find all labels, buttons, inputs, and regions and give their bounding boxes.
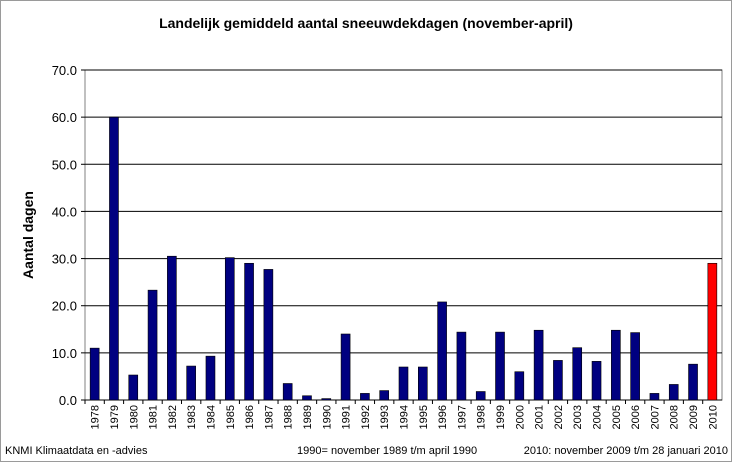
x-tick-label-2000: 2000 (514, 405, 526, 429)
bar-2000 (514, 371, 525, 401)
bar-1990 (321, 398, 332, 401)
bar-1980 (128, 374, 139, 401)
x-tick-label-1981: 1981 (148, 405, 160, 429)
chart-title: Landelijk gemiddeld aantal sneeuwdekdage… (159, 15, 573, 31)
x-tick-label-2002: 2002 (553, 405, 565, 429)
bar-2009 (688, 363, 698, 401)
y-tick-label: 10.0 (52, 346, 77, 361)
bar-2002 (553, 360, 563, 401)
bar-1992 (360, 393, 370, 401)
x-tick-label-1998: 1998 (476, 405, 488, 429)
x-tick-label-2001: 2001 (534, 405, 546, 429)
x-tick-label-1995: 1995 (418, 405, 430, 429)
bar-1991 (340, 333, 351, 401)
bar-1983 (186, 365, 196, 401)
x-tick-label-2003: 2003 (572, 405, 584, 429)
x-tick-label-1990: 1990 (321, 405, 333, 429)
note-2010: 2010: november 2009 t/m 28 januari 2010 (524, 445, 728, 457)
x-tick-label-1992: 1992 (360, 405, 372, 429)
note-1990: 1990= november 1989 t/m april 1990 (297, 445, 477, 457)
x-tick-label-1997: 1997 (456, 405, 468, 429)
x-tick-label-1982: 1982 (167, 405, 179, 429)
x-tick-label-1985: 1985 (225, 405, 237, 429)
bar-1989 (302, 395, 312, 401)
x-tick-label-1994: 1994 (399, 405, 411, 429)
x-tick-label-1991: 1991 (341, 405, 353, 429)
bar-2010 (707, 262, 718, 401)
x-tick-label-1996: 1996 (437, 405, 449, 429)
bar-2007 (649, 393, 660, 401)
bar-1982 (167, 255, 177, 401)
gridlines (81, 69, 723, 401)
x-tick-label-1987: 1987 (263, 405, 275, 429)
x-tick-label-2006: 2006 (630, 405, 642, 429)
bar-2003 (572, 347, 583, 401)
bar-1978 (89, 347, 100, 401)
x-tick-label-1978: 1978 (90, 405, 102, 429)
bar-1981 (147, 289, 158, 401)
y-tick-label: 0.0 (59, 393, 77, 408)
x-tick-label-2005: 2005 (611, 405, 623, 429)
bar-2004 (591, 361, 602, 401)
plot-area (84, 69, 723, 401)
x-tick-label-1988: 1988 (283, 405, 295, 429)
x-tick-label-2004: 2004 (592, 405, 604, 429)
x-tick-label-2010: 2010 (707, 405, 719, 429)
x-tick-labels: 1978 1979 1980 1981 1982 1983 1984 1985 1986 1987… (84, 400, 719, 429)
y-tick-label: 60.0 (52, 110, 77, 125)
x-tick-label-1979: 1979 (109, 405, 121, 429)
bar-1993 (379, 390, 389, 401)
bar-1988 (282, 383, 293, 401)
x-tick-label-1980: 1980 (128, 405, 140, 429)
bar-1984 (205, 355, 216, 401)
bar-1997 (456, 331, 467, 401)
bar-2005 (611, 329, 621, 401)
bar-1998 (475, 391, 486, 401)
x-tick-label-2008: 2008 (669, 405, 681, 429)
bar-1995 (418, 366, 428, 401)
bar-2006 (630, 332, 640, 401)
y-tick-label: 70.0 (52, 63, 77, 78)
x-tick-label-1984: 1984 (205, 405, 217, 429)
bar-1987 (263, 269, 274, 401)
y-tick-label: 20.0 (52, 299, 77, 314)
bar-1996 (437, 301, 447, 401)
x-tick-label-1983: 1983 (186, 405, 198, 429)
bar-1986 (244, 262, 254, 401)
x-tick-label-1999: 1999 (495, 405, 507, 429)
source-label: KNMI Klimaatdata en -advies (5, 445, 148, 457)
x-tick-label-2007: 2007 (649, 405, 661, 429)
y-axis-label: Aantal dagen (20, 191, 36, 279)
bars (89, 116, 718, 401)
bar-1979 (109, 116, 119, 401)
y-tick-label: 50.0 (52, 157, 77, 172)
bar-2001 (533, 329, 544, 401)
bar-1994 (398, 366, 409, 401)
x-tick-label-1993: 1993 (379, 405, 391, 429)
bar-1999 (495, 331, 505, 401)
x-tick-label-1989: 1989 (302, 405, 314, 429)
y-tick-label: 40.0 (52, 204, 77, 219)
y-tick-labels: 0.0 10.0 20.0 30.0 40.0 50.0 60.0 70.0 (52, 63, 77, 408)
y-tick-label: 30.0 (52, 252, 77, 267)
bar-2008 (668, 384, 679, 401)
bar-1985 (224, 257, 235, 401)
x-tick-label-1986: 1986 (244, 405, 256, 429)
x-tick-label-2009: 2009 (688, 405, 700, 429)
